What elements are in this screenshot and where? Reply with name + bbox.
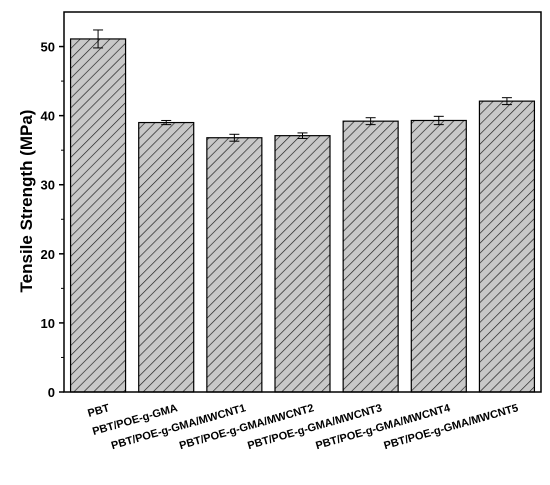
bar-4 [274,135,331,393]
error-bars-layer [93,29,512,142]
error-bar-4 [297,132,308,139]
bar-5 [342,120,399,393]
y-axis-title: Tensile Strength (MPa) [17,110,36,293]
bar-6 [410,119,467,393]
bar-1 [69,38,127,393]
error-bar-5 [365,117,376,126]
error-bar-3 [229,133,240,142]
y-tick-label-20: 20 [41,247,55,262]
plot-frame [63,11,542,393]
bar-3 [206,137,263,393]
bars-layer [69,38,536,393]
error-bar-2 [161,119,172,126]
error-bar-6 [433,115,444,126]
error-bar-1 [93,29,104,49]
bar-2 [138,121,195,393]
y-tick-label-0: 0 [48,385,55,400]
error-bar-7 [501,97,512,106]
y-tick-label-40: 40 [41,109,55,124]
axes-layer [59,11,542,393]
y-tick-label-50: 50 [41,40,55,55]
bar-7 [478,100,536,393]
x-tick-label-1: PBT [86,402,111,420]
y-tick-label-10: 10 [41,316,55,331]
y-tick-label-30: 30 [41,178,55,193]
